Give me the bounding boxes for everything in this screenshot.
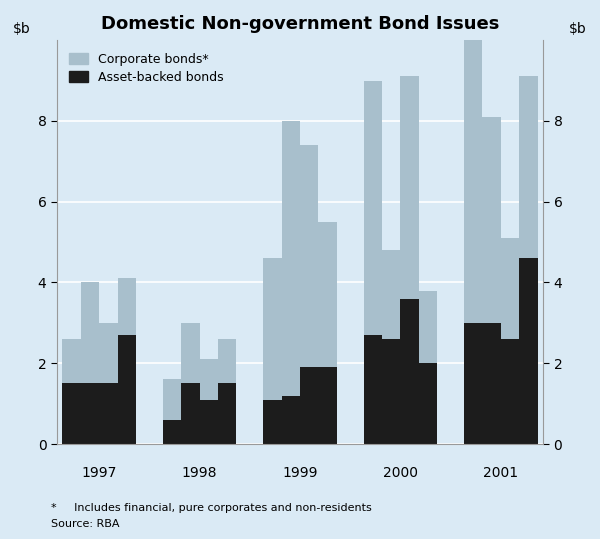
Bar	[163, 420, 181, 444]
Text: $b: $b	[13, 22, 31, 36]
Bar	[81, 282, 99, 383]
Bar	[464, 0, 482, 323]
Bar	[263, 399, 281, 444]
Bar	[281, 396, 300, 444]
Bar	[300, 367, 319, 444]
Bar	[218, 339, 236, 383]
Bar	[181, 383, 200, 444]
Bar	[364, 80, 382, 335]
Bar	[501, 238, 519, 339]
Text: Source: RBA: Source: RBA	[51, 519, 119, 529]
Bar	[400, 77, 419, 299]
Text: 1997: 1997	[82, 466, 117, 480]
Bar	[99, 323, 118, 383]
Bar	[400, 299, 419, 444]
Bar	[62, 383, 81, 444]
Bar	[419, 363, 437, 444]
Bar	[501, 339, 519, 444]
Bar	[464, 323, 482, 444]
Bar	[99, 383, 118, 444]
Title: Domestic Non-government Bond Issues: Domestic Non-government Bond Issues	[101, 15, 499, 33]
Bar	[319, 222, 337, 367]
Bar	[163, 379, 181, 420]
Bar	[218, 383, 236, 444]
Bar	[419, 291, 437, 363]
Bar	[118, 335, 136, 444]
Bar	[62, 339, 81, 383]
Bar	[364, 335, 382, 444]
Text: 2000: 2000	[383, 466, 418, 480]
Bar	[300, 145, 319, 367]
Text: 1998: 1998	[182, 466, 217, 480]
Bar	[382, 250, 400, 339]
Bar	[281, 121, 300, 396]
Bar	[118, 279, 136, 335]
Text: *     Includes financial, pure corporates and non-residents: * Includes financial, pure corporates an…	[51, 503, 372, 513]
Bar	[482, 117, 501, 323]
Bar	[519, 258, 538, 444]
Bar	[181, 323, 200, 383]
Text: $b: $b	[569, 22, 587, 36]
Bar	[200, 399, 218, 444]
Text: 1999: 1999	[282, 466, 318, 480]
Bar	[382, 339, 400, 444]
Text: 2001: 2001	[483, 466, 518, 480]
Legend: Corporate bonds*, Asset-backed bonds: Corporate bonds*, Asset-backed bonds	[63, 46, 230, 90]
Bar	[200, 359, 218, 399]
Bar	[263, 258, 281, 399]
Bar	[319, 367, 337, 444]
Bar	[482, 323, 501, 444]
Bar	[519, 77, 538, 258]
Bar	[81, 383, 99, 444]
